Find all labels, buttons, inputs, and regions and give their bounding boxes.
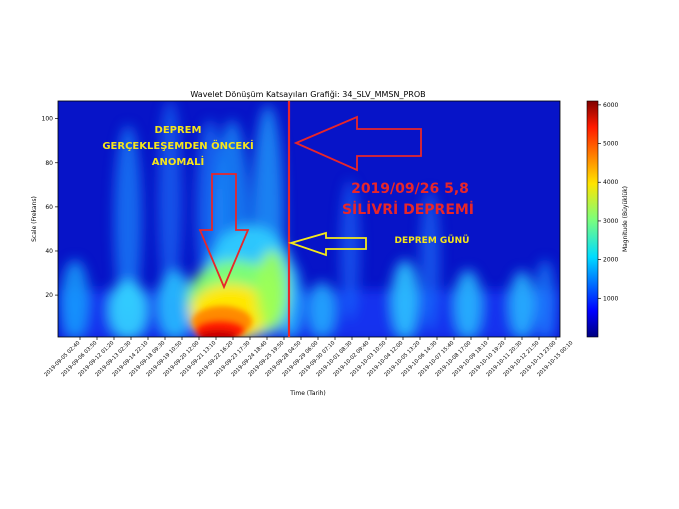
colorbar-tick-label: 1000 [603, 295, 618, 302]
colorbar-label: Magnitude (Büyüklük) [622, 186, 629, 252]
colorbar-tick-label: 5000 [603, 141, 618, 148]
red-down-arrow [198, 173, 250, 290]
y-axis: 20 40 60 80 100 [42, 116, 58, 299]
anomaly-label-line3: ANOMALİ [152, 154, 204, 168]
anomaly-label-line1: DEPREM [155, 125, 202, 136]
y-tick-label: 20 [45, 292, 53, 299]
heatmap [58, 101, 560, 337]
colorbar-tick-label: 4000 [603, 179, 618, 186]
x-axis-label: Time (Tarih) [289, 390, 326, 397]
earthquake-name-label: SİLİVRİ DEPREMİ [342, 201, 474, 218]
yellow-left-arrow [287, 231, 367, 257]
heatmap-blobs [58, 101, 560, 337]
y-tick-label: 100 [42, 116, 54, 123]
chart-title: Wavelet Dönüşüm Katsayıları Grafiği: 34_… [190, 90, 425, 99]
colorbar [586, 100, 599, 338]
y-tick-label: 80 [45, 160, 53, 167]
colorbar-ticks: 1000 2000 3000 4000 5000 6000 [598, 102, 618, 302]
plot-frame [57, 100, 561, 338]
y-tick-label: 60 [45, 204, 53, 211]
y-axis-label: Scale (Frekans) [31, 196, 38, 242]
colorbar-tick-label: 3000 [603, 218, 618, 225]
anomaly-annotation: DEPREM GERÇEKLEŞEMDEN ÖNCEKİ ANOMALİ [102, 125, 253, 168]
earthquake-annotation: 2019/09/26 5,8 SİLİVRİ DEPREMİ DEPREM GÜ… [342, 181, 474, 246]
earthquake-date-label: 2019/09/26 5,8 [351, 181, 469, 197]
y-tick-label: 40 [45, 248, 53, 255]
colorbar-tick-label: 6000 [603, 102, 618, 109]
anomaly-label-line2: GERÇEKLEŞEMDEN ÖNCEKİ [102, 138, 253, 152]
earthquake-day-label: DEPREM GÜNÜ [395, 235, 470, 246]
red-left-arrow [293, 115, 422, 172]
colorbar-tick-label: 2000 [603, 257, 618, 264]
heatmap-hotspot [192, 306, 252, 337]
